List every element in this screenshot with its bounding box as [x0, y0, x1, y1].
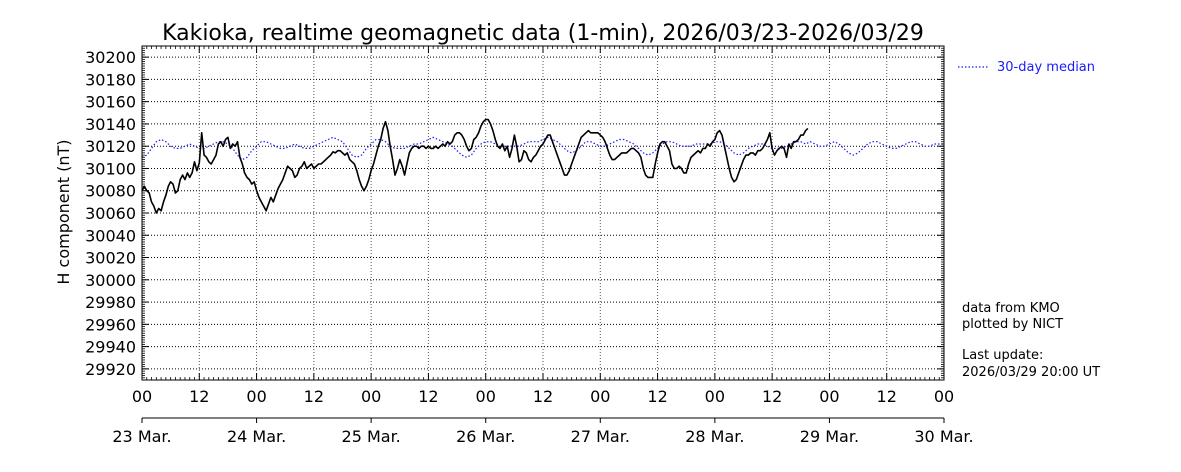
date-label: 28 Mar.	[685, 427, 744, 446]
y-tick-label: 30020	[85, 249, 136, 268]
y-tick-label: 29960	[85, 315, 136, 334]
y-tick-label: 30100	[85, 159, 136, 178]
x-tick-label: 12	[877, 387, 897, 406]
y-tick-label: 30180	[85, 70, 136, 89]
x-tick-label: 12	[418, 387, 438, 406]
date-label: 26 Mar.	[456, 427, 515, 446]
x-tick-label: 12	[762, 387, 782, 406]
legend: 30-day median	[958, 60, 1095, 75]
last-update-label: Last update:	[962, 348, 1044, 363]
x-tick-label: 00	[132, 387, 152, 406]
series-line-h-component	[141, 118, 809, 214]
series-line-30-day-median	[141, 136, 944, 161]
y-tick-label: 30080	[85, 182, 136, 201]
x-tick-label: 12	[304, 387, 324, 406]
date-label: 30 Mar.	[914, 427, 973, 446]
y-tick-label: 30000	[85, 271, 136, 290]
x-tick-label: 00	[819, 387, 839, 406]
series-group	[141, 118, 944, 214]
y-tick-label: 29920	[85, 360, 136, 379]
grid	[142, 46, 944, 380]
y-axis-label: H component (nT)	[54, 139, 73, 284]
date-label: 29 Mar.	[800, 427, 859, 446]
last-update-value: 2026/03/29 20:00 UT	[962, 365, 1101, 380]
date-label: 24 Mar.	[227, 427, 286, 446]
date-label: 25 Mar.	[342, 427, 401, 446]
x-tick-label: 00	[361, 387, 381, 406]
legend-label-median: 30-day median	[997, 60, 1095, 75]
x-tick-label: 00	[246, 387, 266, 406]
y-tick-label: 30200	[85, 48, 136, 67]
source-credit-kmo: data from KMO	[962, 301, 1060, 316]
date-axis: 23 Mar. 24 Mar. 25 Mar. 26 Mar. 27 Mar. 28 Ma…	[112, 417, 974, 446]
ticks: 30200 30180 30160 30140 30120 30100 30080 30060…	[85, 45, 954, 406]
y-tick-label: 30060	[85, 204, 136, 223]
source-credit-nict: plotted by NICT	[962, 317, 1064, 332]
y-tick-label: 30040	[85, 226, 136, 245]
x-tick-label: 12	[647, 387, 667, 406]
x-tick-label: 00	[705, 387, 725, 406]
x-tick-label: 12	[533, 387, 553, 406]
y-tick-label: 30160	[85, 93, 136, 112]
date-label: 23 Mar.	[112, 427, 171, 446]
y-tick-label: 30140	[85, 115, 136, 134]
y-tick-label: 29980	[85, 293, 136, 312]
x-tick-label: 00	[934, 387, 954, 406]
x-tick-label: 00	[590, 387, 610, 406]
chart-title: Kakioka, realtime geomagnetic data (1-mi…	[162, 21, 924, 46]
y-tick-label: 30120	[85, 137, 136, 156]
x-tick-label: 12	[189, 387, 209, 406]
x-tick-label: 00	[476, 387, 496, 406]
date-label: 27 Mar.	[571, 427, 630, 446]
y-tick-label: 29940	[85, 338, 136, 357]
